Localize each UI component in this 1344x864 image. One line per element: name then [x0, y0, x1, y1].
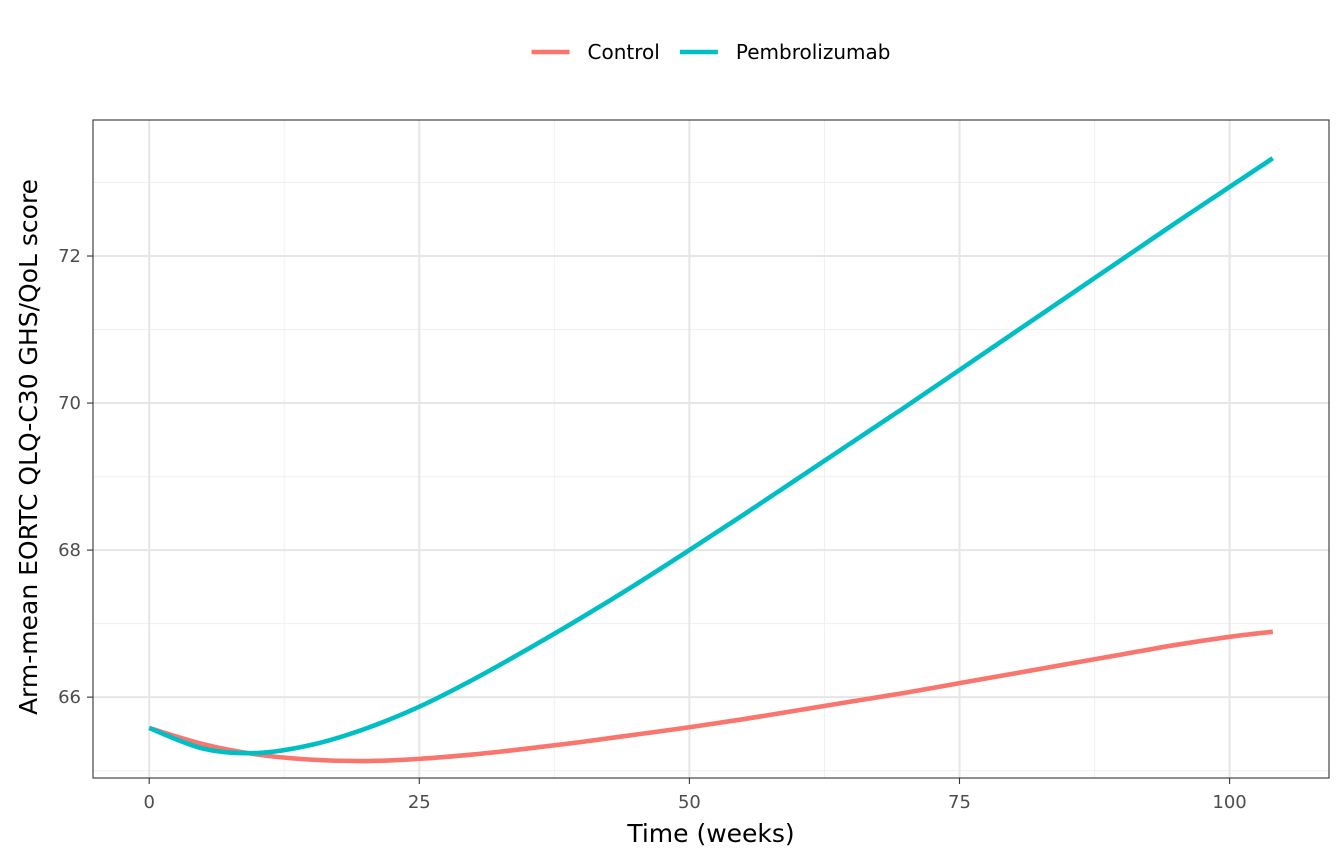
x-tick-label: 100	[1212, 792, 1246, 813]
series-line-control	[148, 629, 1274, 764]
series-line-pembrolizumab	[148, 156, 1275, 756]
y-tick-label: 68	[58, 540, 81, 561]
legend-item-pembrolizumab: Pembrolizumab	[679, 40, 891, 64]
y-axis-title: Arm-mean EORTC QLQ-C30 GHS/QoL score	[14, 179, 43, 715]
y-tick-label: 72	[58, 246, 81, 267]
legend-item-control: Control	[531, 40, 660, 64]
y-axis: 66 68 70 72	[58, 246, 93, 708]
x-axis-title: Time (weeks)	[626, 819, 794, 848]
x-tick-label: 0	[143, 792, 154, 813]
series-lines	[148, 156, 1275, 764]
x-tick-label: 25	[408, 792, 431, 813]
y-tick-label: 70	[58, 393, 81, 414]
legend-label-pembrolizumab: Pembrolizumab	[736, 40, 891, 64]
major-gridlines	[93, 120, 1329, 778]
plot-panel-border	[92, 119, 1330, 779]
x-tick-label: 75	[948, 792, 971, 813]
minor-gridlines	[93, 120, 1329, 778]
x-tick-label: 50	[678, 792, 701, 813]
legend: Control Pembrolizumab	[531, 40, 891, 64]
x-axis: 0 25 50 75 100	[143, 778, 1247, 813]
legend-label-control: Control	[588, 40, 660, 64]
y-tick-label: 66	[58, 687, 81, 708]
